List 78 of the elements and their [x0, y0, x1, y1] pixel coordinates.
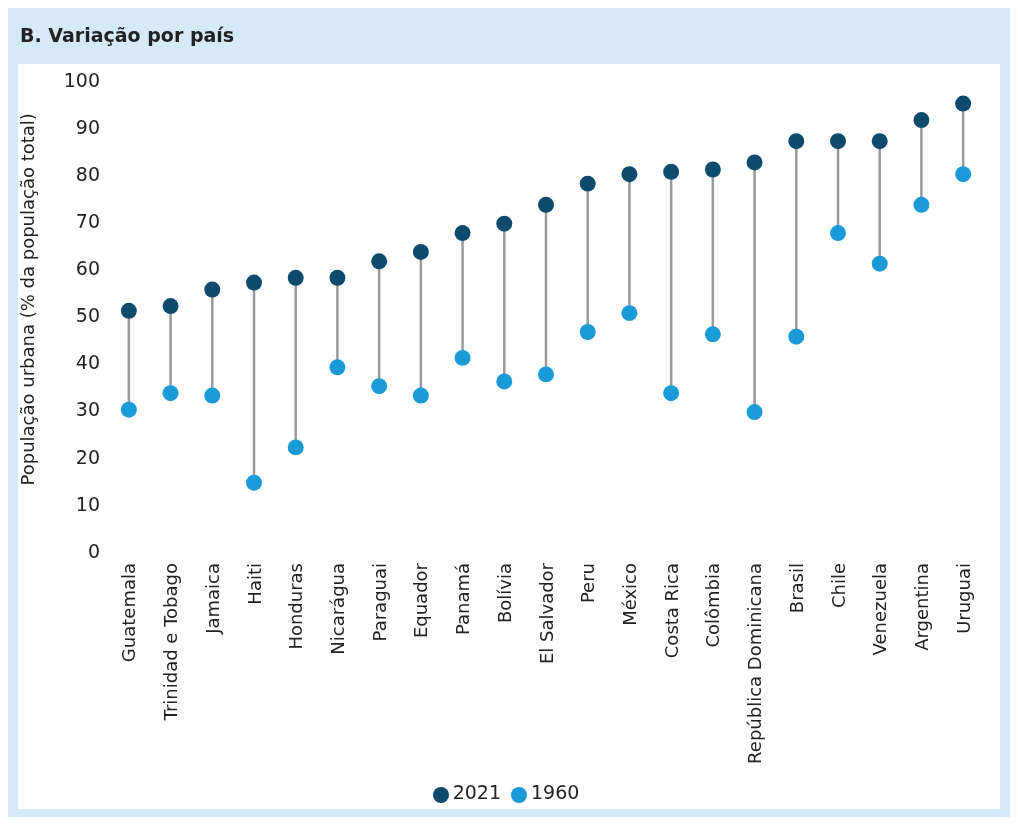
- x-tick-label: Paraguai: [368, 563, 390, 642]
- point: [704, 326, 721, 343]
- x-tick-label: Peru: [577, 563, 599, 604]
- y-tick-label: 80: [75, 162, 100, 185]
- x-tick-label: El Salvador: [535, 562, 557, 665]
- x-tick-label: Trinidad e Tobago: [160, 563, 182, 722]
- y-tick-label: 20: [75, 445, 100, 468]
- x-tick-label: Jamaica: [201, 563, 223, 635]
- point: [371, 378, 388, 395]
- x-tick-label: Colômbia: [702, 563, 724, 648]
- point: [204, 281, 221, 298]
- point: [955, 95, 972, 112]
- point: [454, 349, 471, 366]
- x-tick-label: Bolívia: [493, 563, 515, 624]
- point: [913, 112, 930, 128]
- point: [663, 385, 680, 402]
- point: [246, 274, 262, 291]
- point: [621, 166, 638, 183]
- legend-label: 1960: [531, 781, 580, 803]
- y-tick-label: 40: [75, 351, 100, 374]
- y-tick-label: 0: [87, 539, 100, 562]
- x-tick-label: Chile: [827, 563, 849, 609]
- y-tick-label: 30: [75, 398, 100, 421]
- x-tick-label: Costa Rica: [660, 563, 682, 659]
- x-tick-label: Equador: [410, 562, 432, 639]
- y-tick-label: 60: [75, 257, 100, 280]
- x-tick-label: México: [618, 563, 640, 626]
- point: [871, 133, 888, 150]
- point: [579, 175, 596, 192]
- point: [538, 196, 554, 213]
- point: [955, 166, 972, 183]
- point: [412, 387, 429, 404]
- point: [454, 225, 471, 242]
- y-tick-label: 50: [75, 304, 100, 327]
- x-tick-label: República Dominicana: [744, 563, 766, 764]
- point: [120, 302, 137, 319]
- point: [704, 161, 721, 178]
- chart-title: B. Variação por país: [20, 24, 235, 46]
- point: [329, 359, 346, 376]
- point: [830, 225, 846, 242]
- y-tick-label: 90: [75, 115, 100, 138]
- x-tick-label: Argentina: [910, 563, 932, 651]
- point: [120, 401, 137, 418]
- y-tick-label: 10: [75, 492, 100, 515]
- point: [246, 474, 262, 491]
- y-axis-title: População urbana (% da população total): [17, 113, 39, 486]
- legend-label: 2021: [452, 781, 501, 803]
- x-tick-label: Haiti: [243, 563, 265, 605]
- point: [746, 404, 763, 421]
- point: [496, 215, 513, 232]
- point: [788, 328, 805, 345]
- x-tick-label: Venezuela: [869, 563, 891, 656]
- point: [913, 196, 930, 213]
- point: [412, 243, 429, 260]
- point: [621, 305, 638, 322]
- x-tick-label: Guatemala: [118, 563, 140, 663]
- y-tick-label: 70: [75, 210, 100, 233]
- x-tick-label: Brasil: [785, 563, 807, 614]
- x-tick-label: Honduras: [285, 563, 307, 650]
- point: [162, 298, 179, 315]
- point: [788, 133, 805, 150]
- point: [204, 387, 221, 404]
- point: [371, 253, 388, 270]
- x-tick-label: Nicarágua: [326, 563, 348, 655]
- point: [663, 163, 680, 180]
- point: [538, 366, 554, 383]
- x-tick-label: Panamá: [452, 563, 474, 636]
- point: [830, 133, 846, 150]
- point: [329, 269, 346, 286]
- point: [287, 439, 304, 456]
- point: [871, 255, 888, 272]
- y-tick-label: 100: [63, 68, 100, 91]
- point: [579, 324, 596, 340]
- point: [162, 385, 179, 402]
- x-tick-label: Uruguai: [952, 563, 974, 634]
- point: [746, 154, 763, 171]
- point: [496, 373, 513, 390]
- point: [287, 269, 304, 286]
